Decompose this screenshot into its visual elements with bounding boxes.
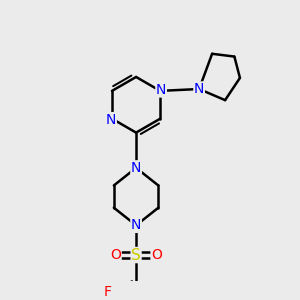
Text: S: S	[131, 248, 141, 262]
Text: F: F	[103, 285, 112, 299]
Text: N: N	[156, 83, 166, 97]
Text: N: N	[131, 161, 141, 175]
Text: N: N	[131, 218, 141, 232]
Text: O: O	[110, 248, 121, 262]
Text: N: N	[194, 82, 204, 96]
Text: O: O	[151, 248, 162, 262]
Text: N: N	[106, 112, 116, 127]
